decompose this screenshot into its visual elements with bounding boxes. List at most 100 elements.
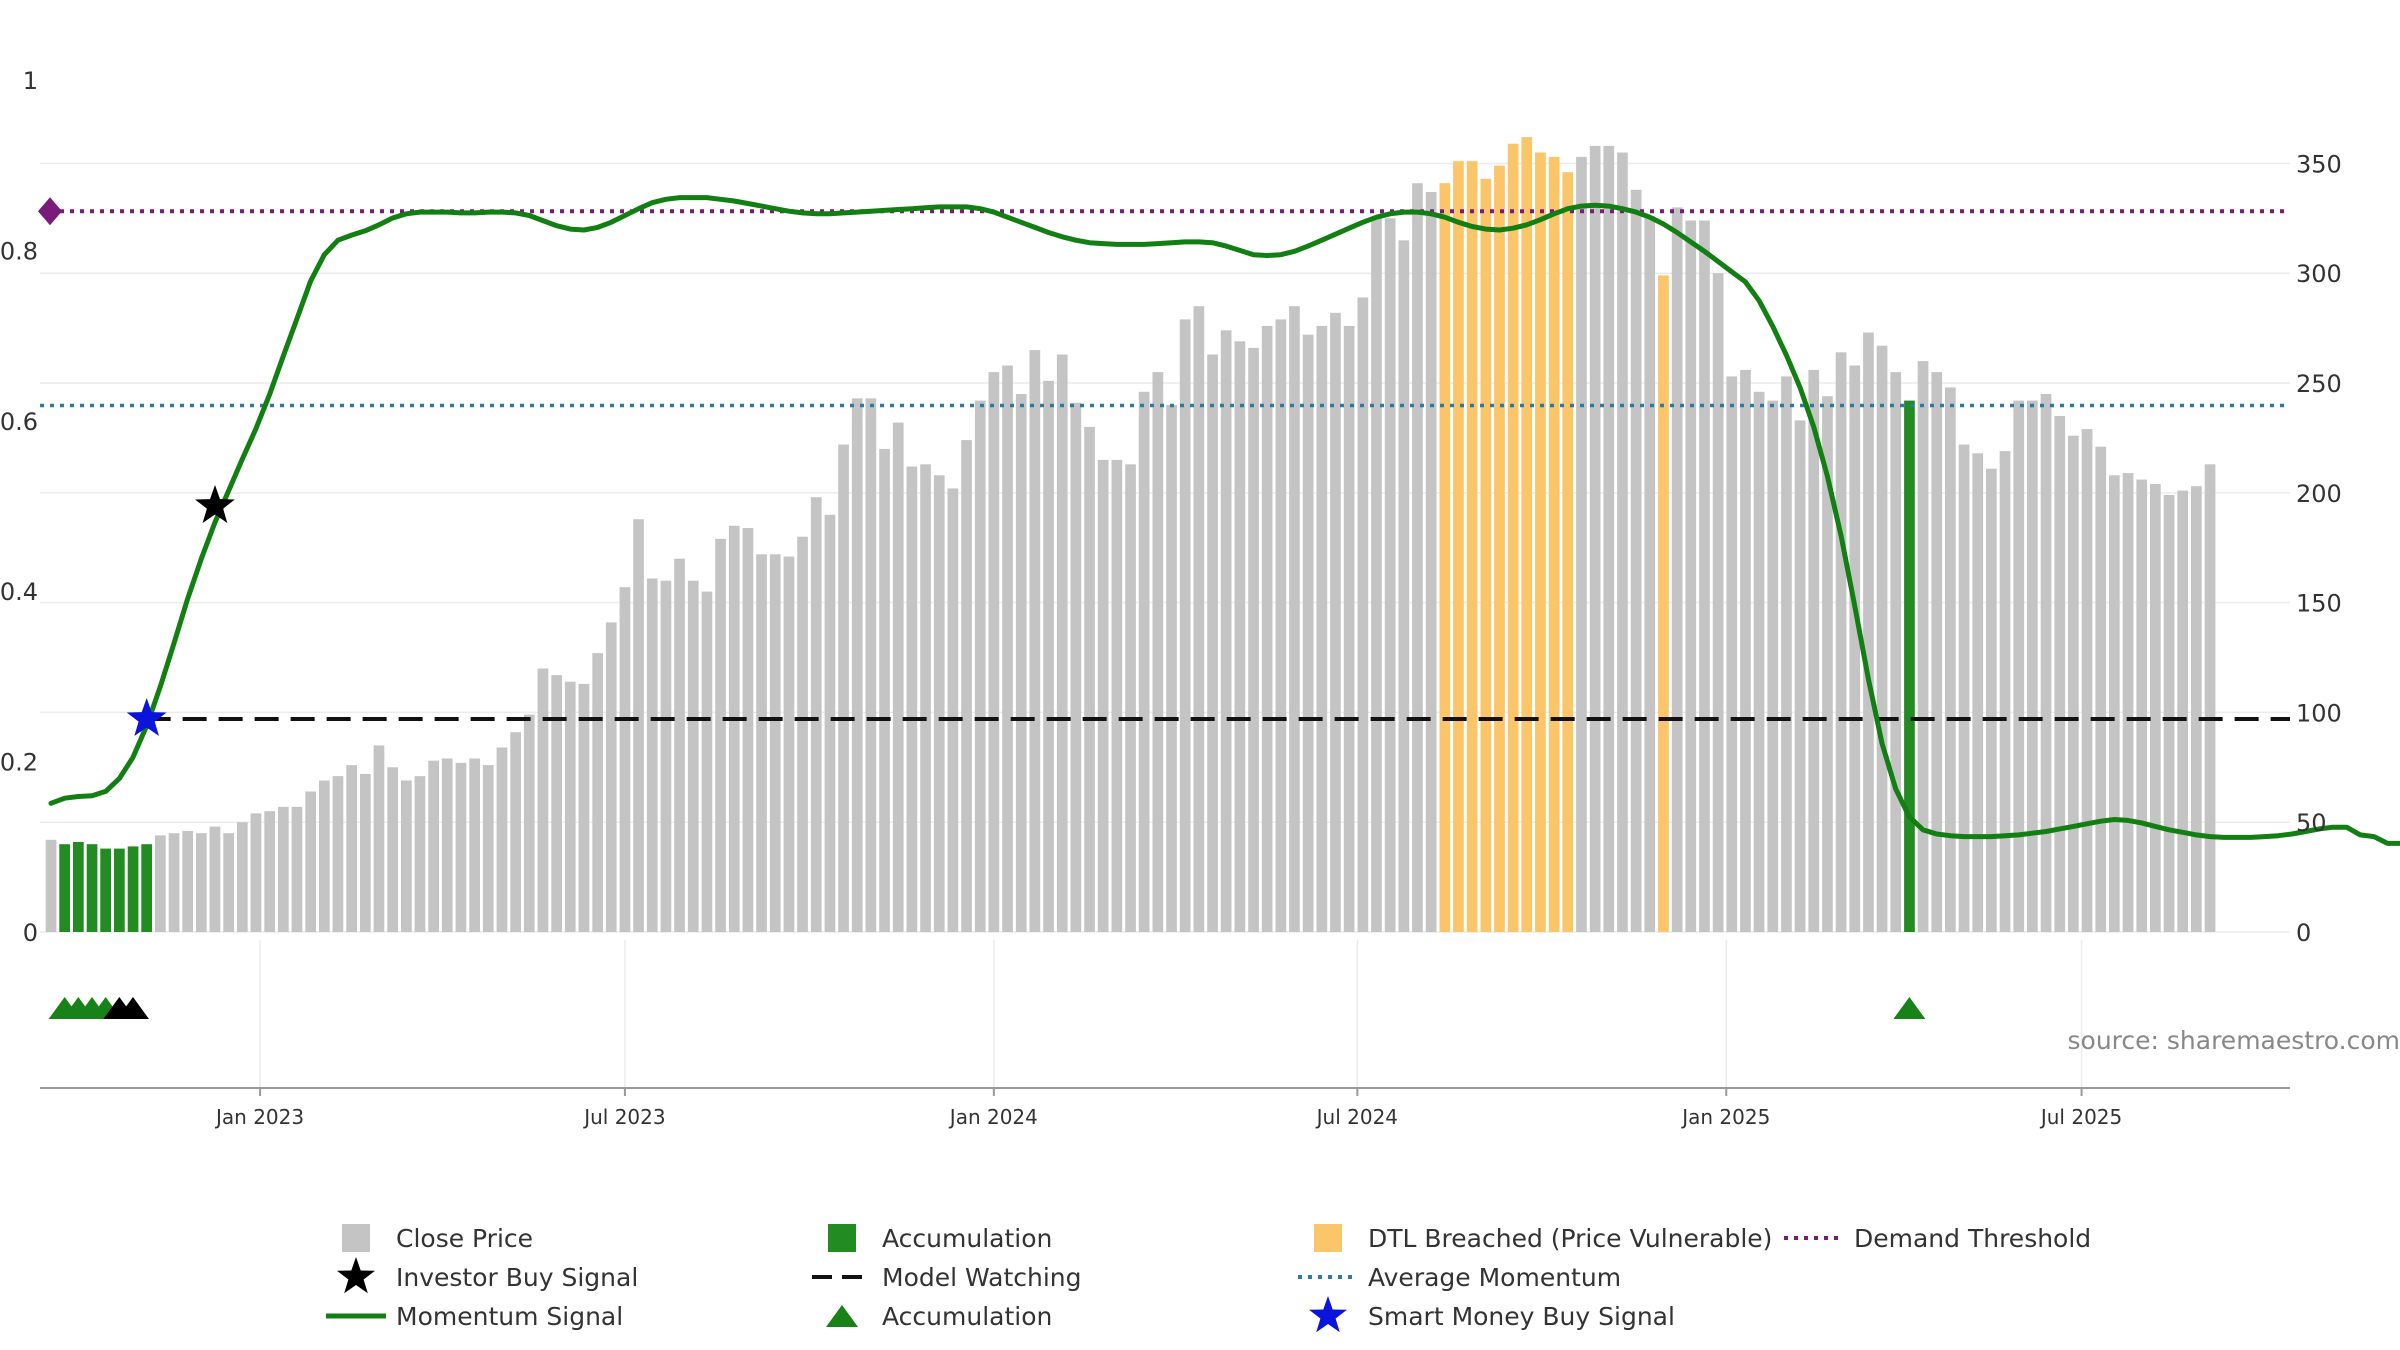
close-price-bar xyxy=(1084,426,1095,932)
close-price-bar xyxy=(892,422,904,932)
accumulation-bar xyxy=(59,844,70,932)
smart-money-buy-signal-star xyxy=(126,698,167,736)
close-price-bar xyxy=(387,767,398,932)
close-price-bar xyxy=(2204,464,2216,932)
close-price-bar xyxy=(2150,484,2161,932)
close-price-bar xyxy=(45,839,57,932)
close-price-bar xyxy=(1890,372,1902,933)
close-price-bar xyxy=(2068,435,2079,932)
close-price-bar xyxy=(1958,444,1970,932)
close-price-bar xyxy=(2109,475,2120,932)
axes: Jan 2023 Jul 2023 Jan 2024 Jul 2024 Jan 2025… xyxy=(0,67,2342,1129)
close-price-bar xyxy=(605,622,617,932)
legend-triangle-icon xyxy=(826,1305,858,1327)
dtl-breached-bar xyxy=(1494,165,1505,933)
dtl-breached-bar xyxy=(1439,183,1451,932)
dtl-breached-bar xyxy=(1521,137,1533,933)
dtl-breached-bar xyxy=(1548,156,1560,932)
dtl-breached-bar xyxy=(1658,275,1669,932)
legend-star-icon xyxy=(1309,1296,1347,1333)
left-tick-label: 0.8 xyxy=(0,237,38,265)
close-price-bar xyxy=(1261,325,1273,932)
close-price-bars xyxy=(45,137,2216,933)
close-price-bar xyxy=(2013,400,2025,933)
close-price-bar xyxy=(1726,376,1738,932)
legend-item: Average Momentum xyxy=(1298,1263,1621,1292)
close-price-bar xyxy=(687,580,699,932)
close-price-bar xyxy=(1193,306,1205,932)
close-price-bar xyxy=(1576,156,1587,932)
close-price-bar xyxy=(1398,240,1410,933)
accumulation-bar xyxy=(1904,400,1915,933)
close-price-bar xyxy=(482,765,494,932)
legend: Close Price Investor Buy Signal Momentum S… xyxy=(326,1224,2091,1333)
close-price-bar xyxy=(592,653,603,932)
close-price-bar xyxy=(2163,495,2175,932)
close-price-bar xyxy=(1111,459,1123,932)
close-price-bar xyxy=(756,554,767,932)
close-price-bar xyxy=(838,444,849,932)
close-price-bar xyxy=(2177,490,2188,932)
close-price-bar xyxy=(1316,325,1328,932)
close-price-bar xyxy=(933,475,945,932)
legend-label: Smart Money Buy Signal xyxy=(1368,1302,1675,1331)
close-price-bar xyxy=(810,497,822,932)
close-price-bar xyxy=(291,806,303,932)
close-price-bar xyxy=(2040,394,2052,932)
legend-swatch xyxy=(1314,1224,1342,1252)
legend-item: Accumulation xyxy=(826,1302,1052,1331)
close-price-bar xyxy=(564,681,576,932)
close-price-bar xyxy=(851,398,863,932)
close-price-bar xyxy=(961,440,972,932)
close-price-bar xyxy=(223,833,234,932)
close-price-bar xyxy=(1152,372,1164,933)
right-tick-label: 350 xyxy=(2296,150,2342,178)
close-price-bar xyxy=(1835,352,1847,932)
close-price-bar xyxy=(1822,396,1833,932)
close-price-bar xyxy=(2136,479,2148,932)
close-price-bar xyxy=(2191,486,2202,932)
legend-label: Average Momentum xyxy=(1368,1263,1621,1292)
close-price-bar xyxy=(1972,453,1984,932)
close-price-bar xyxy=(1330,312,1341,932)
left-tick-label: 0 xyxy=(23,919,38,947)
left-tick-label: 0.6 xyxy=(0,408,38,436)
x-tick-label: Jul 2024 xyxy=(1315,1105,1398,1129)
legend-item: DTL Breached (Price Vulnerable) xyxy=(1314,1224,1772,1253)
close-price-bar xyxy=(1015,394,1027,932)
close-price-bar xyxy=(988,372,1000,933)
close-price-bar xyxy=(510,732,521,932)
close-price-bar xyxy=(1357,297,1369,932)
accumulation-bar xyxy=(73,842,84,932)
right-tick-label: 250 xyxy=(2296,370,2342,398)
close-price-bar xyxy=(1275,319,1287,932)
close-price-bar xyxy=(332,776,344,932)
close-price-bar xyxy=(1425,192,1437,932)
dtl-breached-bar xyxy=(1466,161,1478,932)
legend-swatch xyxy=(828,1224,856,1252)
dtl-breached-bar xyxy=(1453,161,1464,932)
close-price-bar xyxy=(769,554,781,932)
right-tick-label: 100 xyxy=(2296,699,2342,727)
legend-label: Demand Threshold xyxy=(1854,1224,2091,1253)
close-price-bar xyxy=(196,833,207,932)
close-price-bar xyxy=(428,760,439,932)
legend-label: DTL Breached (Price Vulnerable) xyxy=(1368,1224,1772,1253)
close-price-bar xyxy=(523,714,535,932)
close-price-bar xyxy=(1589,145,1601,932)
close-price-bar xyxy=(742,528,754,932)
close-price-bar xyxy=(1630,189,1642,933)
signal-markers xyxy=(126,485,235,736)
close-price-bar xyxy=(1644,216,1656,933)
legend-label: Investor Buy Signal xyxy=(396,1263,638,1292)
legend-label: Momentum Signal xyxy=(396,1302,623,1331)
close-price-bar xyxy=(619,587,631,932)
legend-label: Model Watching xyxy=(882,1263,1082,1292)
close-price-bar xyxy=(1248,347,1259,932)
x-tick-label: Jul 2023 xyxy=(582,1105,665,1129)
close-price-bar xyxy=(974,400,986,933)
close-price-bar xyxy=(551,675,562,932)
close-price-bar xyxy=(1753,391,1765,932)
close-price-bar xyxy=(1002,365,1013,932)
close-price-bar xyxy=(1794,420,1806,932)
